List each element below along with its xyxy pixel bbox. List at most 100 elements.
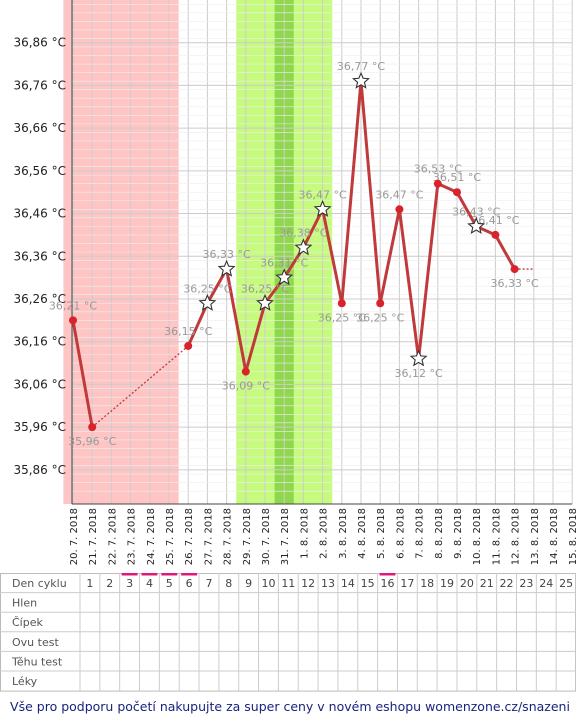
- x-tick-label: 14. 8. 2018: [549, 508, 560, 565]
- dot-point: [510, 265, 519, 274]
- point-label: 36,43 °C: [452, 205, 500, 218]
- point-label: 36,31 °C: [260, 257, 308, 270]
- dot-point: [337, 299, 346, 308]
- x-tick-label: 5. 8. 2018: [376, 508, 387, 559]
- line-segment: [397, 209, 421, 359]
- star-point: [409, 349, 428, 367]
- day-number: 18: [420, 577, 434, 590]
- x-tick-label: 10. 8. 2018: [472, 508, 483, 565]
- star-point: [352, 71, 370, 89]
- period-mark: [141, 573, 158, 576]
- point-label: 36,77 °C: [337, 60, 385, 73]
- dot-point: [88, 423, 97, 432]
- period-mark: [181, 573, 198, 576]
- line-segment: [302, 208, 324, 249]
- dotted-segment: [91, 345, 189, 428]
- table-row-label: Den cyklu: [12, 577, 67, 590]
- y-tick-label: 36,46 °C: [13, 207, 66, 221]
- cycle-table: Den cyklu Hlen Čípek Ovu test Těhu test Léky 1…: [0, 573, 576, 692]
- day-number: 7: [205, 577, 212, 590]
- star-point: [467, 216, 486, 235]
- y-tick-label: 36,56 °C: [13, 164, 66, 178]
- x-tick-label: 24. 7. 2018: [146, 508, 157, 565]
- day-number: 22: [500, 577, 514, 590]
- point-label: 36,33 °C: [203, 248, 251, 261]
- day-number: 6: [186, 577, 193, 590]
- day-number: 14: [341, 577, 355, 590]
- point-label: 36,38 °C: [279, 227, 327, 240]
- line-segment: [455, 191, 478, 228]
- day-number: 21: [480, 577, 494, 590]
- x-tick-label: 22. 7. 2018: [107, 508, 118, 565]
- x-tick-label: 20. 7. 2018: [69, 508, 80, 565]
- point-label: 36,33 °C: [491, 277, 539, 290]
- line-segment: [359, 81, 382, 304]
- table-row-label: Čípek: [12, 616, 43, 629]
- star-point: [275, 268, 294, 286]
- table-row-label: Těhu test: [11, 655, 63, 668]
- x-tick-label: 27. 7. 2018: [203, 508, 214, 565]
- star-point: [256, 293, 274, 311]
- day-number: 12: [301, 577, 315, 590]
- x-tick-label: 12. 8. 2018: [511, 508, 522, 565]
- x-tick-label: 4. 8. 2018: [357, 508, 368, 559]
- line-segment: [340, 81, 363, 304]
- x-tick-label: 23. 7. 2018: [127, 508, 138, 565]
- day-number: 23: [519, 577, 533, 590]
- day-number: 9: [245, 577, 252, 590]
- dot-point: [69, 316, 77, 325]
- x-tick-label: 8. 8. 2018: [434, 508, 445, 559]
- day-number: 11: [281, 577, 295, 590]
- y-tick-label: 36,86 °C: [13, 36, 66, 50]
- x-tick-label: 7. 8. 2018: [415, 508, 426, 559]
- x-tick-label: 6. 8. 2018: [395, 508, 406, 559]
- temperature-line: [71, 81, 534, 428]
- y-tick-label: 36,26 °C: [13, 292, 66, 306]
- point-label: 36,12 °C: [395, 367, 443, 380]
- day-number: 24: [539, 577, 553, 590]
- dot-point: [433, 179, 442, 188]
- point-label: 36,53 °C: [414, 163, 462, 176]
- day-number: 15: [361, 577, 375, 590]
- point-label: 36,21 °C: [49, 299, 97, 312]
- x-tick-label: 2. 8. 2018: [319, 508, 330, 559]
- period-mark: [121, 573, 138, 576]
- line-segment: [186, 302, 209, 347]
- dot-point: [241, 367, 250, 376]
- point-label: 36,25 °C: [241, 282, 289, 295]
- y-tick-label: 36,36 °C: [13, 249, 66, 263]
- dot-point: [395, 205, 404, 214]
- day-number: 13: [321, 577, 335, 590]
- star-point: [313, 199, 332, 217]
- line-segment: [494, 234, 516, 270]
- y-tick-label: 36,66 °C: [13, 121, 66, 135]
- table-row-label: Ovu test: [12, 636, 59, 649]
- point-label: 36,25 °C: [183, 282, 231, 295]
- dot-point: [453, 188, 461, 197]
- x-tick-label: 25. 7. 2018: [165, 508, 176, 565]
- point-label: 36,09 °C: [222, 380, 270, 393]
- x-tick-label: 1. 8. 2018: [299, 508, 310, 559]
- x-tick-label: 31. 7. 2018: [280, 508, 291, 565]
- y-tick-label: 36,06 °C: [13, 377, 66, 391]
- x-tick-label: 21. 7. 2018: [88, 508, 99, 565]
- y-tick-label: 35,96 °C: [13, 420, 66, 434]
- line-segment: [225, 268, 248, 372]
- x-tick-label: 11. 8. 2018: [491, 508, 502, 565]
- promo-footer-link[interactable]: Vše pro podporu početí nakupujte za supe…: [10, 699, 570, 714]
- period-mark: [161, 573, 178, 576]
- point-label: 36,15 °C: [164, 325, 212, 338]
- day-number: 4: [146, 577, 153, 590]
- day-number: 1: [86, 577, 93, 590]
- x-tick-label: 3. 8. 2018: [338, 508, 349, 559]
- dot-point: [491, 230, 500, 239]
- point-label: 36,51 °C: [433, 171, 481, 184]
- day-number: 19: [440, 577, 454, 590]
- day-number: 10: [261, 577, 275, 590]
- data-points: [69, 71, 519, 432]
- star-point: [217, 259, 236, 277]
- line-segment: [71, 320, 94, 428]
- point-label: 35,96 °C: [68, 435, 116, 448]
- x-tick-label: 13. 8. 2018: [530, 508, 541, 565]
- table-row-label: Hlen: [12, 597, 37, 610]
